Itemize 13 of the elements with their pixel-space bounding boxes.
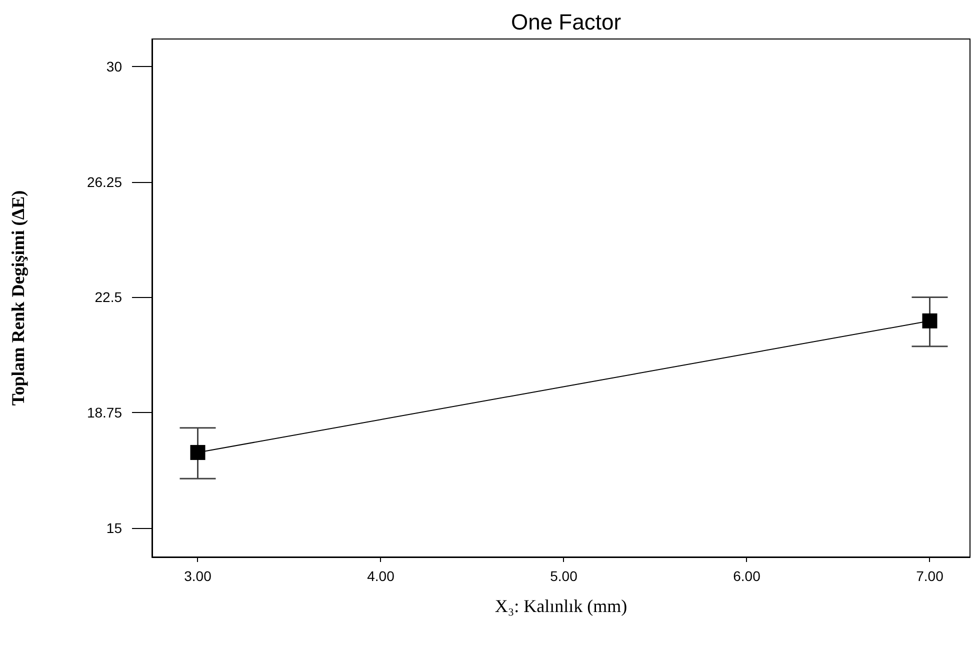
x-tick-label: 4.00: [367, 568, 395, 584]
y-tick-label: 15: [106, 520, 122, 536]
x-tick-label: 6.00: [733, 568, 761, 584]
x-tick-label: 5.00: [550, 568, 578, 584]
x-tick-label: 3.00: [184, 568, 212, 584]
y-axis-title: Toplam Renk Degişimi (ΔE): [8, 190, 28, 406]
y-tick-label: 22.5: [94, 289, 122, 306]
y-tick-label: 30: [106, 58, 122, 75]
x-axis-title: X₃: Kalınlık (mm): [494, 596, 628, 616]
chart-title: One Factor: [510, 10, 622, 34]
y-tick-label: 18.75: [86, 404, 122, 421]
y-tick-label: 26.25: [86, 174, 122, 190]
x-tick-label: 7.00: [916, 568, 944, 584]
